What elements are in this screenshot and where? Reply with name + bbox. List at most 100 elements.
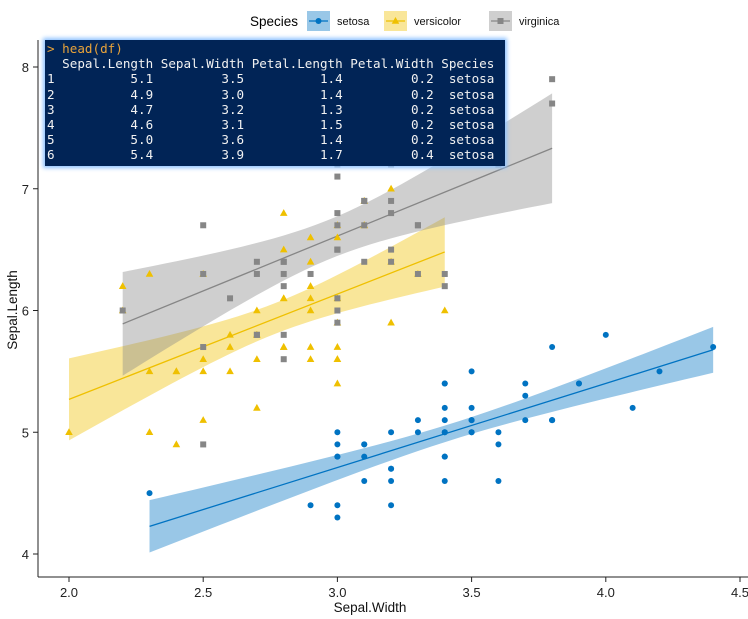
x-tick-label: 3.0 (328, 585, 346, 600)
y-ticks: 4 5 6 7 8 (22, 60, 38, 562)
setosa-point (361, 453, 368, 460)
setosa-point (468, 429, 475, 436)
console-row: 6 5.4 3.9 1.7 0.4 setosa (47, 147, 495, 163)
x-tick-label: 4.5 (731, 585, 748, 600)
setosa-point (414, 429, 421, 436)
x-tick-label: 4.0 (597, 585, 615, 600)
y-tick-label: 8 (22, 60, 29, 75)
virginica-point (200, 441, 207, 448)
versicolor-point (306, 233, 315, 241)
versicolor-point (333, 355, 342, 362)
virginica-point (227, 295, 234, 302)
virginica-point (334, 319, 341, 326)
versicolor-point (279, 343, 288, 350)
console-row: 5 5.0 3.6 1.4 0.2 setosa (47, 132, 495, 148)
versicolor-confidence-band (69, 217, 445, 441)
setosa-point (441, 477, 448, 484)
console-header: Sepal.Length Sepal.Width Petal.Length Pe… (47, 56, 495, 72)
versicolor-point (65, 428, 73, 436)
setosa-point (441, 380, 448, 387)
versicolor-point (199, 416, 207, 423)
y-tick-label: 7 (22, 182, 29, 197)
versicolor-point (172, 440, 181, 448)
virginica-point (200, 270, 207, 277)
virginica-point (119, 307, 126, 314)
square-icon (497, 18, 504, 24)
virginica-point (253, 258, 260, 265)
virginica-point (253, 331, 260, 338)
setosa-point (146, 490, 153, 497)
virginica-point (253, 270, 260, 277)
virginica-point (549, 100, 556, 107)
virginica-point (280, 258, 287, 265)
setosa-point (495, 477, 502, 484)
virginica-point (414, 270, 421, 277)
legend-item-versicolor[interactable]: versicolor (384, 11, 461, 31)
setosa-point (361, 477, 368, 484)
versicolor-point (226, 367, 234, 375)
data-points (65, 76, 717, 521)
versicolor-point (306, 257, 315, 265)
versicolor-point (145, 367, 154, 375)
legend-label: virginica (519, 16, 560, 28)
virginica-point (280, 283, 287, 290)
legend-item-virginica[interactable]: virginica (489, 11, 560, 31)
virginica-point (334, 210, 341, 217)
setosa-point (361, 441, 368, 448)
virginica-point (388, 246, 395, 253)
virginica-point (200, 344, 207, 351)
setosa-point (441, 453, 448, 460)
versicolor-point (253, 355, 261, 362)
setosa-point (388, 429, 395, 436)
virginica-point (361, 258, 368, 265)
virginica-point (414, 222, 421, 229)
setosa-point (575, 380, 582, 387)
legend-item-setosa[interactable]: setosa (307, 11, 370, 31)
setosa-regression-line (149, 349, 714, 527)
setosa-point (522, 392, 529, 399)
versicolor-point (306, 282, 315, 289)
setosa-point (468, 368, 475, 375)
setosa-point (388, 465, 395, 472)
setosa-point (334, 502, 341, 509)
virginica-point (334, 295, 341, 302)
versicolor-regression-line (68, 251, 445, 400)
setosa-point (495, 441, 502, 448)
versicolor-point (226, 330, 234, 338)
versicolor-point (118, 282, 127, 289)
x-tick-label: 3.5 (463, 585, 481, 600)
setosa-point (388, 502, 395, 509)
versicolor-point (306, 355, 315, 362)
versicolor-point (279, 209, 288, 216)
virginica-point (200, 222, 207, 229)
versicolor-point (387, 318, 395, 326)
versicolor-point (145, 428, 154, 436)
versicolor-point (253, 306, 261, 314)
setosa-point (388, 477, 395, 484)
console-command: > head(df) (47, 41, 123, 56)
x-axis-title: Sepal.Width (334, 600, 407, 615)
setosa-point (441, 404, 448, 411)
versicolor-point (279, 294, 288, 302)
legend-title: Species (250, 14, 298, 29)
virginica-point (549, 76, 556, 83)
virginica-point (361, 197, 368, 204)
virginica-point (441, 270, 448, 277)
virginica-point (280, 331, 287, 338)
virginica-point (388, 258, 395, 265)
legend-label: setosa (337, 16, 370, 28)
console-row: 4 4.6 3.1 1.5 0.2 setosa (47, 117, 495, 133)
versicolor-point (279, 245, 288, 253)
versicolor-point (306, 306, 315, 314)
virginica-point (280, 270, 287, 277)
setosa-point (629, 404, 636, 411)
versicolor-point (253, 403, 261, 411)
setosa-point (307, 502, 314, 509)
versicolor-point (440, 306, 449, 314)
virginica-point (334, 246, 341, 253)
versicolor-point (306, 343, 315, 350)
versicolor-point (199, 367, 207, 375)
setosa-point (334, 441, 341, 448)
versicolor-point (333, 343, 342, 350)
